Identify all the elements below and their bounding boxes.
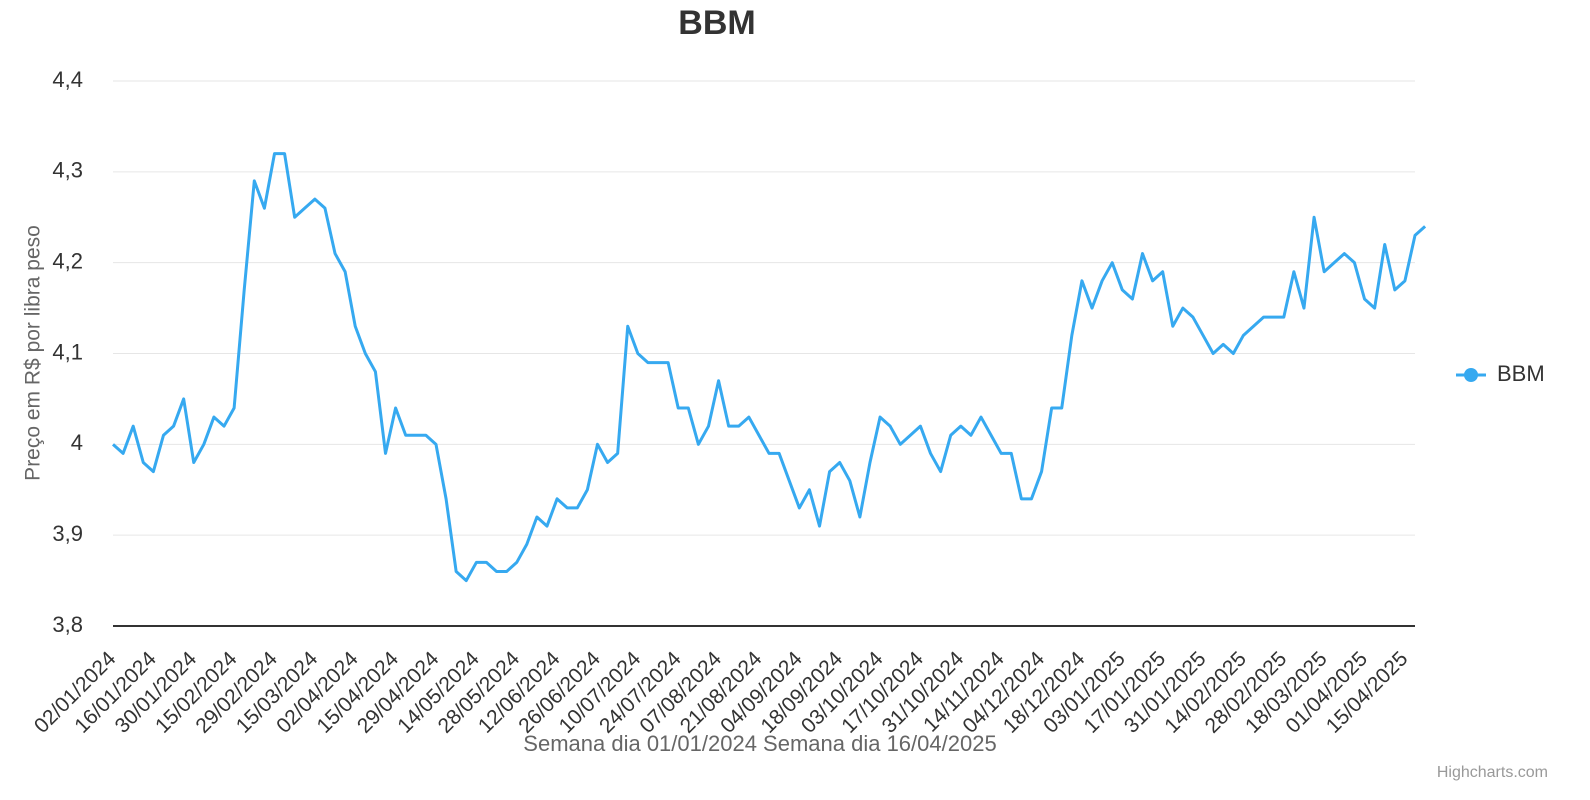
y-tick-label: 4,3 [52,158,83,183]
chart-subtitle: Semana dia 01/01/2024 Semana dia 16/04/2… [523,731,996,756]
y-tick-label: 4,1 [52,339,83,364]
legend-marker [1464,368,1478,382]
chart-title: BBM [678,4,755,42]
series-line [111,152,1427,583]
y-axis-title: Preço em R$ por libra peso [22,225,45,481]
y-tick-label: 3,8 [52,612,83,637]
y-tick-label: 4,4 [52,67,83,92]
credits: Highcharts.com [1437,764,1548,781]
y-tick-label: 4,2 [52,248,83,273]
legend-label: BBM [1497,361,1545,386]
y-tick-label: 4 [71,430,83,455]
y-tick-label: 3,9 [52,521,83,546]
